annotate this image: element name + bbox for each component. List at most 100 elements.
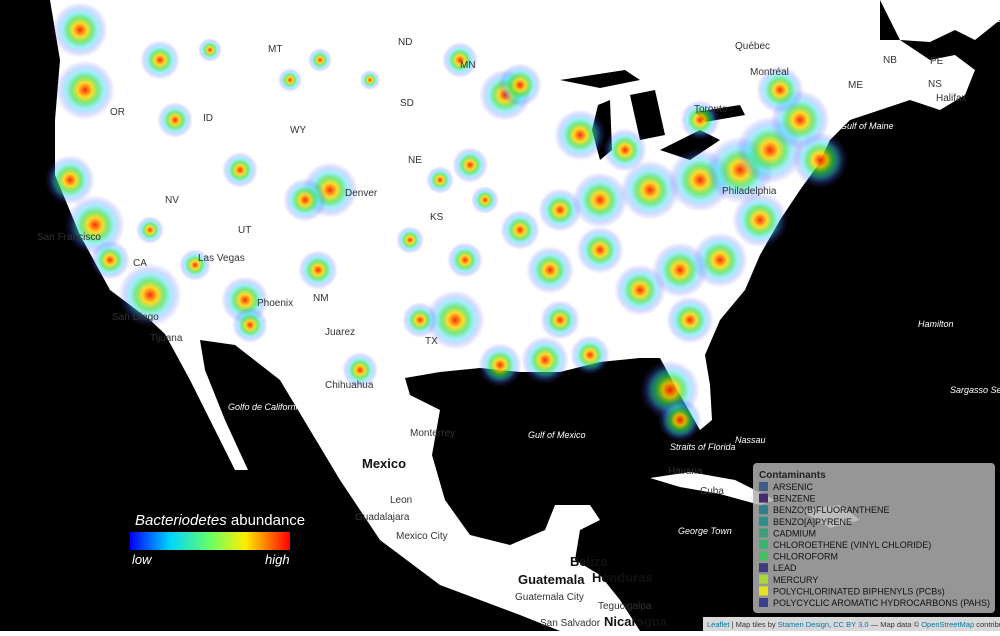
legend-label: CHLOROFORM (773, 552, 838, 562)
heat-blob (570, 335, 610, 375)
link[interactable]: CC BY 3.0 (833, 620, 868, 629)
heat-blob (572, 172, 628, 228)
legend-label: BENZO[A]PYRENE (773, 517, 852, 527)
link[interactable]: Stamen Design (778, 620, 829, 629)
heat-blob (521, 336, 569, 384)
map-label: Nassau (735, 435, 766, 445)
map-label: Las Vegas (198, 253, 245, 264)
heat-blob (222, 152, 258, 188)
heat-blob (55, 60, 115, 120)
legend-swatch (759, 540, 768, 549)
map-label: Québec (735, 41, 770, 52)
heat-blob (402, 302, 438, 338)
heat-blob (342, 352, 378, 388)
legend: Contaminants ARSENIC BENZENEBENZO(B)FLUOR… (753, 463, 995, 613)
legend-swatch (759, 551, 768, 561)
heat-blob (140, 40, 180, 80)
text: — Map data © (871, 620, 920, 629)
heat-blob (792, 132, 848, 188)
heat-scale-bar (130, 532, 290, 550)
map-label: Gulf of Mexico (528, 430, 586, 440)
map-label: Honduras (592, 570, 653, 585)
heat-blob (198, 38, 222, 62)
heat-blob (452, 147, 488, 183)
map-label: SD (400, 98, 414, 109)
heat-legend-high: high (265, 552, 290, 567)
cuba (650, 472, 775, 505)
map-label: UT (238, 225, 251, 236)
map-label: ID (203, 113, 213, 124)
heat-legend-title-italic: Bacteriodetes (135, 512, 227, 529)
map-label: Guatemala (518, 572, 585, 587)
map-label: San Francisco (37, 232, 101, 243)
link[interactable]: Leaflet (707, 620, 730, 629)
heat-blob (396, 226, 424, 254)
heat-legend: Bacteriodetes abundance low high (130, 512, 305, 567)
map-label: Nicaragua (604, 614, 668, 629)
heat-blob (90, 240, 130, 280)
map-label: KS (430, 212, 444, 223)
heat-blob (732, 192, 788, 248)
land-east-canada (880, 0, 1000, 42)
map-label: Halifax (936, 93, 967, 104)
heat-blob (576, 226, 624, 274)
legend-label: MERCURY (773, 575, 818, 585)
heat-legend-low: low (132, 552, 153, 567)
legend-swatch (759, 528, 768, 538)
legend-swatch (759, 516, 768, 526)
legend-label: POLYCYCLIC AROMATIC HYDROCARBONS (PAHS) (773, 598, 990, 608)
heat-blob (232, 307, 268, 343)
legend-swatch (759, 493, 768, 503)
heat-blob (442, 42, 478, 78)
map-label: Montréal (750, 67, 789, 78)
legend-swatch (759, 574, 768, 584)
heat-blob (136, 216, 164, 244)
map-label: Cuba (700, 486, 724, 497)
map-label: NB (883, 55, 897, 66)
heat-legend-title-rest: abundance (231, 512, 305, 529)
legend-label: BENZO(B)FLUORANTHENE (773, 505, 890, 515)
map-label: Monterrey (410, 428, 455, 439)
heat-blob (666, 296, 714, 344)
heat-blob (179, 249, 211, 281)
heat-blob (157, 102, 193, 138)
heat-blob (526, 246, 574, 294)
map-label: TX (425, 336, 438, 347)
heat-blob (471, 186, 499, 214)
map-label: Mexico (362, 456, 406, 471)
map-label: MT (268, 44, 282, 55)
heat-blob (447, 242, 483, 278)
map-label: Belize (570, 554, 608, 569)
heat-blob (498, 63, 542, 107)
heatmap (45, 2, 848, 442)
map-label: Gulf of Maine (840, 121, 894, 131)
map-label: NM (313, 293, 329, 304)
text: | Map tiles by (732, 620, 776, 629)
map-label: Tegucigalpa (598, 601, 652, 612)
map-label: ME (848, 80, 863, 91)
map-label: San Salvador (540, 618, 601, 629)
heat-blob (278, 68, 302, 92)
map-label: Toronto (694, 104, 728, 115)
map-label: San Diego (112, 312, 159, 323)
heat-blob (298, 250, 338, 290)
map-label: George Town (678, 526, 732, 536)
link[interactable]: OpenStreetMap (921, 620, 974, 629)
map-label: CA (133, 258, 147, 269)
map-label: Guatemala City (515, 592, 584, 603)
heat-blob (52, 2, 108, 58)
map-label: Havana (668, 466, 703, 477)
map-label: ND (398, 37, 412, 48)
legend-swatch (759, 598, 768, 607)
map-label: Phoenix (257, 298, 293, 309)
map-label: Denver (345, 188, 378, 199)
map-label: NS (928, 79, 942, 90)
heat-blob (118, 263, 182, 327)
map-label: Straits of Florida (670, 442, 736, 452)
heat-blob (45, 155, 95, 205)
map-label: Sargasso Sea (950, 385, 1000, 395)
heat-blob (283, 178, 327, 222)
legend-swatch (759, 563, 768, 573)
map-label: NE (408, 155, 422, 166)
